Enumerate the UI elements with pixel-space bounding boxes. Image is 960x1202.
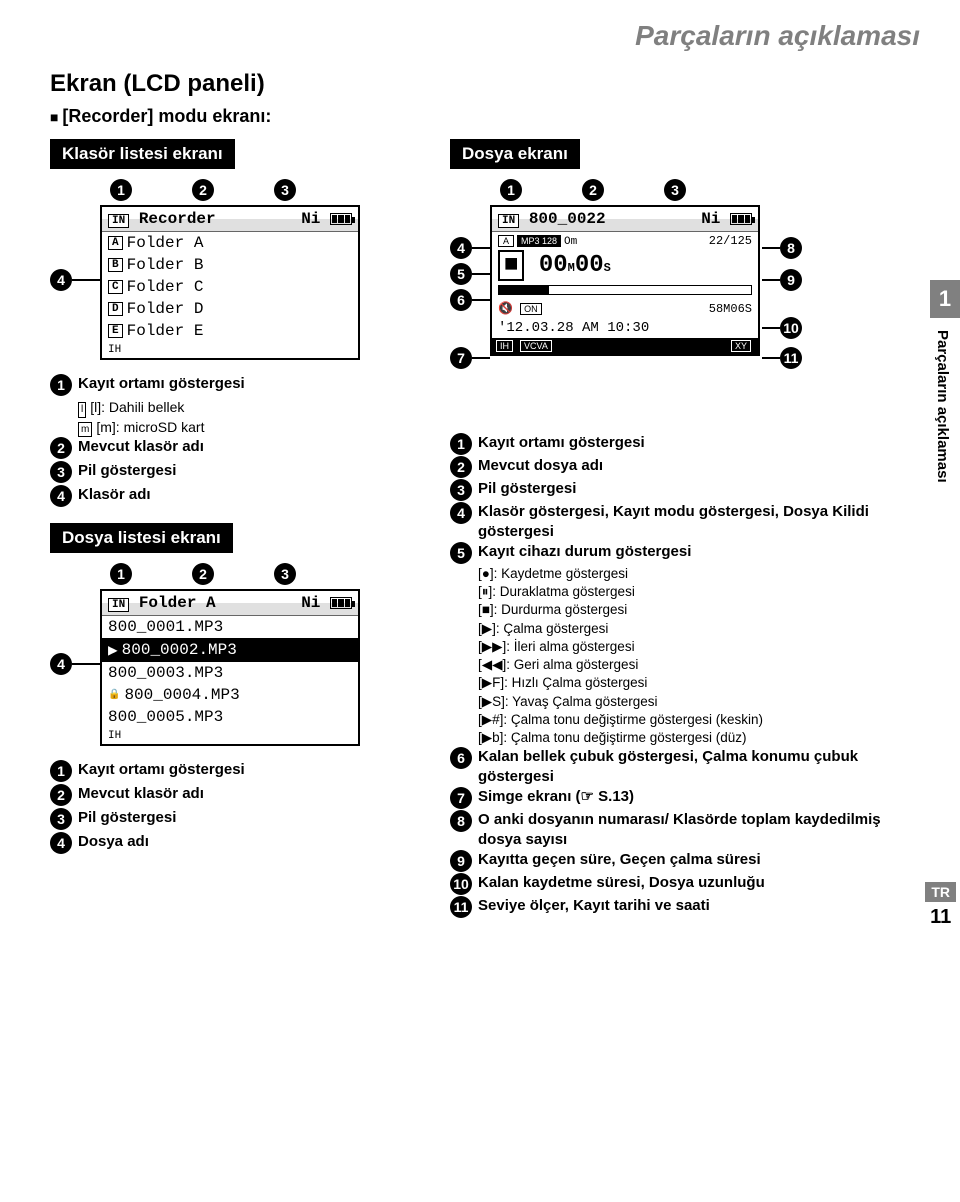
callout-4b: 4 xyxy=(50,653,72,675)
file-screen-lcd: IN 800_0022 Ni AMP3 128Om 22/125 ■ 00M00… xyxy=(490,205,760,356)
file-title: 800_0022 xyxy=(529,210,606,228)
callout-2: 2 xyxy=(192,179,214,201)
file-list-legend: 1Kayıt ortamı göstergesi 2Mevcut klasör … xyxy=(50,760,420,854)
lcd-title: Recorder xyxy=(139,210,216,228)
callout-1b: 1 xyxy=(110,563,132,585)
callout-3b: 3 xyxy=(274,563,296,585)
left-column: Klasör listesi ekranı 1 2 3 4 IN Recorde… xyxy=(50,139,420,919)
folder-list-legend: 1Kayıt ortamı göstergesi l[l]: Dahili be… xyxy=(50,374,420,507)
file-screen-header: Dosya ekranı xyxy=(450,139,580,169)
file-screen-legend: 1Kayıt ortamı göstergesi 2Mevcut dosya a… xyxy=(450,433,920,918)
file-counter: 22/125 xyxy=(709,234,752,248)
file-list-header: Dosya listesi ekranı xyxy=(50,523,233,553)
callout-r2: 2 xyxy=(582,179,604,201)
section-title: Ekran (LCD paneli) xyxy=(50,70,920,98)
side-tab: 1 Parçaların açıklaması xyxy=(930,280,960,495)
page-title: Parçaların açıklaması xyxy=(50,20,920,52)
page-footer: TR 11 xyxy=(925,882,956,929)
callout-2b: 2 xyxy=(192,563,214,585)
memory-remaining: 58M06S xyxy=(709,302,752,316)
callout-3: 3 xyxy=(274,179,296,201)
battery-label: Ni xyxy=(301,210,320,228)
lang-code: TR xyxy=(925,882,956,902)
side-label: Parçaların açıklaması xyxy=(930,318,955,495)
callout-r3: 3 xyxy=(664,179,686,201)
folder-list-header: Klasör listesi ekranı xyxy=(50,139,235,169)
callout-r1: 1 xyxy=(500,179,522,201)
subsection-title: [Recorder] modu ekranı: xyxy=(50,106,920,127)
lcd-title-2: Folder A xyxy=(139,594,216,612)
callout-1: 1 xyxy=(110,179,132,201)
datetime: '12.03.28 AM 10:30 xyxy=(498,320,649,336)
callout-4: 4 xyxy=(50,269,72,291)
page-number: 11 xyxy=(925,906,956,929)
folder-list-lcd: IN Recorder Ni AFolder A BFolder B CFold… xyxy=(100,205,360,360)
right-column: Dosya ekranı 1 2 3 4 5 6 7 8 9 10 11 IN … xyxy=(450,139,920,919)
chapter-number: 1 xyxy=(930,280,960,318)
file-list-lcd: IN Folder A Ni 800_0001.MP3 ▶800_0002.MP… xyxy=(100,589,360,746)
icon-strip: IH VCVA XY xyxy=(492,338,758,354)
